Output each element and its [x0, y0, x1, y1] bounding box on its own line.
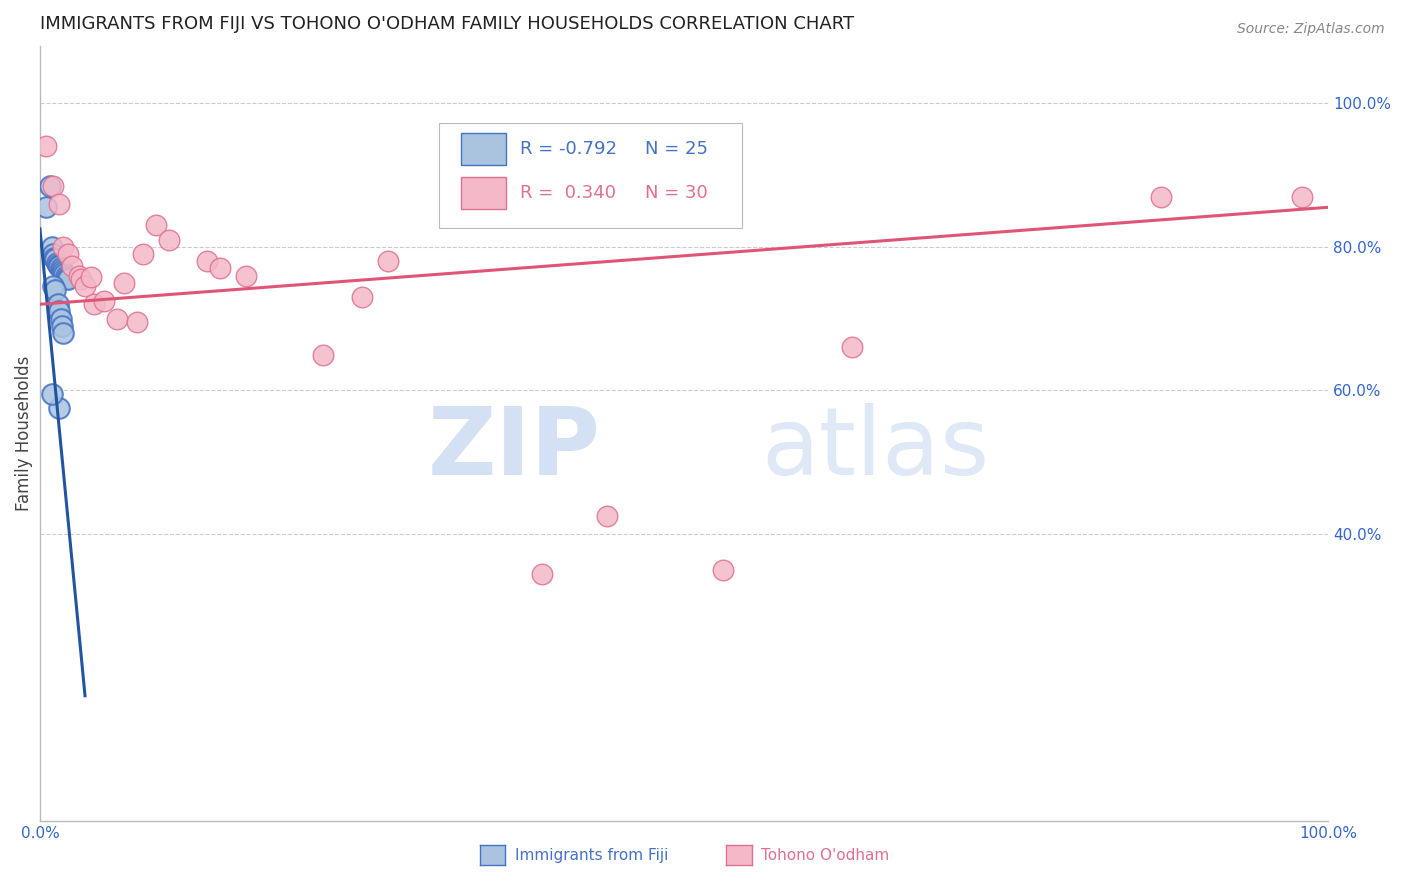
Point [42, 178, 65, 193]
Point [52, 265, 75, 279]
Text: R =  0.340: R = 0.340 [520, 184, 616, 202]
Point [35, 139, 58, 153]
Point [93, 293, 115, 308]
Point [48, 259, 70, 273]
Point [53, 267, 76, 281]
Point [73, 279, 96, 293]
Point [80, 270, 103, 285]
Text: IMMIGRANTS FROM FIJI VS TOHONO O'ODHAM FAMILY HOUSEHOLDS CORRELATION CHART: IMMIGRANTS FROM FIJI VS TOHONO O'ODHAM F… [39, 15, 853, 33]
Point [49, 311, 72, 326]
Point [67, 268, 90, 283]
Point [44, 252, 66, 266]
Point [711, 563, 734, 577]
Text: N = 25: N = 25 [645, 140, 709, 158]
Point [49, 261, 72, 276]
Point [83, 297, 105, 311]
Text: Immigrants from Fiji: Immigrants from Fiji [516, 848, 669, 863]
Point [197, 254, 219, 268]
Point [1150, 189, 1173, 203]
Point [112, 276, 135, 290]
Point [48, 196, 70, 211]
Point [58, 272, 80, 286]
Text: atlas: atlas [761, 403, 990, 495]
Point [377, 254, 399, 268]
Point [312, 347, 335, 361]
Point [350, 290, 373, 304]
Point [157, 233, 180, 247]
Point [35, 200, 58, 214]
Point [52, 240, 75, 254]
Point [841, 340, 863, 354]
Point [44, 283, 66, 297]
Y-axis label: Family Households: Family Households [15, 356, 32, 511]
Point [51, 262, 73, 277]
Point [55, 268, 77, 283]
Point [596, 509, 619, 524]
Point [48, 401, 70, 416]
Point [145, 219, 167, 233]
Point [45, 255, 67, 269]
Point [70, 272, 93, 286]
Bar [461, 133, 506, 165]
Point [46, 258, 69, 272]
Point [1291, 189, 1313, 203]
Point [48, 304, 70, 318]
Point [41, 387, 63, 401]
Point [56, 270, 79, 285]
Point [39, 178, 62, 193]
Text: ZIP: ZIP [427, 403, 600, 495]
Text: N = 30: N = 30 [645, 184, 709, 202]
Point [51, 318, 73, 333]
Point [60, 259, 83, 273]
Point [46, 297, 69, 311]
Point [42, 279, 65, 293]
Point [58, 247, 80, 261]
Point [531, 566, 554, 581]
Point [41, 240, 63, 254]
Text: Source: ZipAtlas.com: Source: ZipAtlas.com [1237, 22, 1385, 37]
Point [42, 251, 65, 265]
Point [105, 311, 128, 326]
Point [235, 268, 257, 283]
Point [132, 247, 155, 261]
Point [209, 261, 232, 276]
Point [42, 247, 65, 261]
Point [125, 315, 148, 329]
FancyBboxPatch shape [439, 123, 742, 228]
Bar [461, 177, 506, 210]
Text: Tohono O'odham: Tohono O'odham [762, 848, 890, 863]
Point [52, 326, 75, 340]
Text: R = -0.792: R = -0.792 [520, 140, 617, 158]
